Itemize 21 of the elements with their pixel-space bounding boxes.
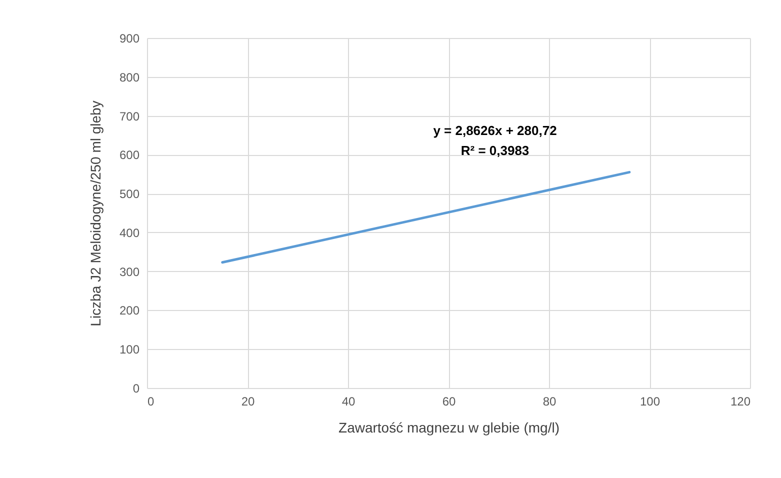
annotation: R² = 0,3983 bbox=[460, 143, 530, 158]
annotation: y = 2,8626x + 280,72 bbox=[433, 123, 557, 138]
x-axis-title: Zawartość magnezu w glebie (mg/l) bbox=[338, 420, 560, 436]
y-tick-label: 200 bbox=[119, 304, 140, 318]
x-tick-label: 40 bbox=[342, 394, 356, 408]
y-tick-label: 800 bbox=[119, 70, 140, 84]
x-tick-label: 20 bbox=[241, 394, 255, 408]
y-tick-label: 400 bbox=[119, 226, 140, 240]
y-tick-label: 700 bbox=[119, 109, 140, 124]
x-tick-label: 80 bbox=[542, 394, 556, 408]
y-tick-label: 0 bbox=[132, 382, 140, 396]
y-tick-label: 900 bbox=[119, 32, 140, 46]
y-tick-label: 300 bbox=[119, 264, 140, 279]
y-tick-label: 100 bbox=[119, 342, 140, 357]
x-tick-label: 100 bbox=[640, 394, 660, 408]
y-axis-title: Liczba J2 Meloidogyne/250 ml gleby bbox=[87, 100, 104, 326]
x-tick-label: 120 bbox=[730, 394, 751, 408]
y-tick-label: 600 bbox=[119, 148, 140, 162]
y-tick-label: 500 bbox=[119, 187, 140, 202]
x-tick-label: 0 bbox=[148, 394, 154, 408]
x-tick-label: 60 bbox=[442, 394, 456, 408]
